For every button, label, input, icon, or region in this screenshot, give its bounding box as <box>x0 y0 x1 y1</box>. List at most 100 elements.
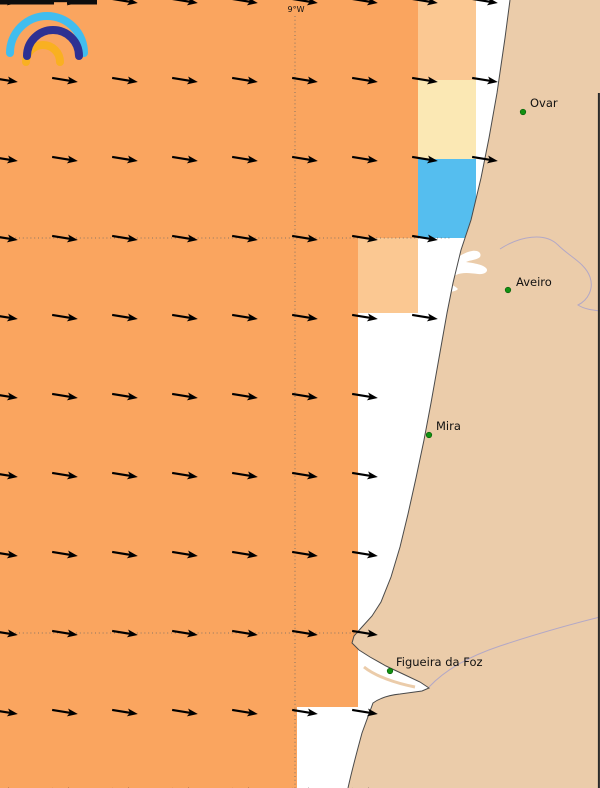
wind-arrow <box>51 392 78 401</box>
land-polygon <box>348 0 600 788</box>
forecast-cell <box>0 707 297 788</box>
wind-arrow <box>411 0 438 6</box>
wind-arrow <box>291 629 318 638</box>
wind-arrow <box>171 708 198 717</box>
wind-arrow <box>351 0 378 6</box>
wind-arrow <box>51 708 78 717</box>
wind-arrow <box>0 550 18 559</box>
forecast-cell <box>418 0 476 80</box>
wind-arrow <box>351 155 378 164</box>
wind-arrow <box>351 76 378 85</box>
wind-arrow <box>51 313 78 322</box>
wind-arrow <box>111 392 138 401</box>
forecast-cell <box>0 238 358 633</box>
wind-arrow <box>51 155 78 164</box>
river-mondego <box>428 616 600 688</box>
wind-arrow <box>51 471 78 480</box>
wind-arrow <box>231 76 258 85</box>
wind-arrow <box>0 234 18 243</box>
graticule-layer <box>0 16 452 788</box>
wind-arrow <box>171 234 198 243</box>
wind-arrow <box>171 629 198 638</box>
city-label: Ovar <box>530 96 558 110</box>
wind-arrow <box>291 392 318 401</box>
wind-arrow <box>291 234 318 243</box>
meridian-label: 9°W <box>288 5 305 14</box>
wind-arrow <box>51 234 78 243</box>
wind-arrow <box>291 0 318 6</box>
coastline <box>347 0 511 788</box>
wind-arrow <box>291 471 318 480</box>
wind-arrow <box>51 550 78 559</box>
top-edge-bar <box>0 0 97 5</box>
wind-arrow <box>231 471 258 480</box>
wind-arrow <box>111 629 138 638</box>
wind-arrow <box>171 392 198 401</box>
wind-arrow <box>411 234 438 243</box>
wind-arrow <box>171 471 198 480</box>
city-markers-layer: Ovar Aveiro Mira Figueira da Foz <box>386 96 558 675</box>
wind-arrow <box>51 76 78 85</box>
wind-arrow <box>171 155 198 164</box>
wind-arrow <box>351 708 378 717</box>
wind-arrow <box>171 0 198 6</box>
wind-arrow <box>291 76 318 85</box>
forecast-cell <box>418 80 476 159</box>
wind-arrow <box>0 76 18 85</box>
wind-arrow <box>291 155 318 164</box>
wind-arrow <box>0 313 18 322</box>
wind-arrow <box>231 234 258 243</box>
wind-arrow <box>231 0 258 6</box>
wind-arrow <box>231 313 258 322</box>
wind-arrow <box>0 155 18 164</box>
wind-arrow <box>231 392 258 401</box>
wind-arrow <box>111 708 138 717</box>
wind-arrow <box>171 550 198 559</box>
wind-arrow <box>471 0 498 6</box>
wind-arrow <box>231 550 258 559</box>
wind-arrow <box>291 550 318 559</box>
city-label: Aveiro <box>516 275 552 289</box>
wind-arrow <box>51 629 78 638</box>
wind-arrow <box>111 0 138 6</box>
windguru-rainbow-logo-icon <box>6 12 88 66</box>
wind-arrow <box>231 708 258 717</box>
wind-arrow <box>231 155 258 164</box>
wind-arrow <box>0 629 18 638</box>
wind-arrow <box>291 708 318 717</box>
forecast-cell <box>418 159 476 238</box>
city-dot <box>519 108 527 116</box>
wind-arrow <box>471 76 498 85</box>
wind-arrow <box>411 155 438 164</box>
city-dot <box>504 286 512 294</box>
wind-arrow <box>471 155 498 164</box>
wind-arrow <box>0 392 18 401</box>
wind-arrows-layer <box>0 0 498 788</box>
city-dot <box>425 431 433 439</box>
city-label: Mira <box>436 419 461 433</box>
wind-arrow <box>111 471 138 480</box>
forecast-cells-layer <box>0 0 476 788</box>
wind-arrow <box>351 550 378 559</box>
wind-arrow <box>0 708 18 717</box>
wind-arrow <box>111 234 138 243</box>
city-dot <box>386 667 394 675</box>
aveiro-lagoon-arm <box>437 281 458 292</box>
top-edge-bar-notch <box>54 2 67 5</box>
wind-arrow <box>351 234 378 243</box>
wind-arrow <box>171 313 198 322</box>
forecast-cell <box>358 238 418 313</box>
wind-arrow <box>351 392 378 401</box>
wind-arrow <box>291 313 318 322</box>
wind-arrow <box>111 313 138 322</box>
wind-arrow <box>351 629 378 638</box>
wind-arrow <box>411 313 438 322</box>
wind-arrow <box>0 471 18 480</box>
estuary-sand-spit <box>363 665 416 689</box>
wind-arrow <box>231 629 258 638</box>
wind-arrow <box>111 155 138 164</box>
wind-arrow <box>171 76 198 85</box>
city-label: Figueira da Foz <box>396 655 483 669</box>
